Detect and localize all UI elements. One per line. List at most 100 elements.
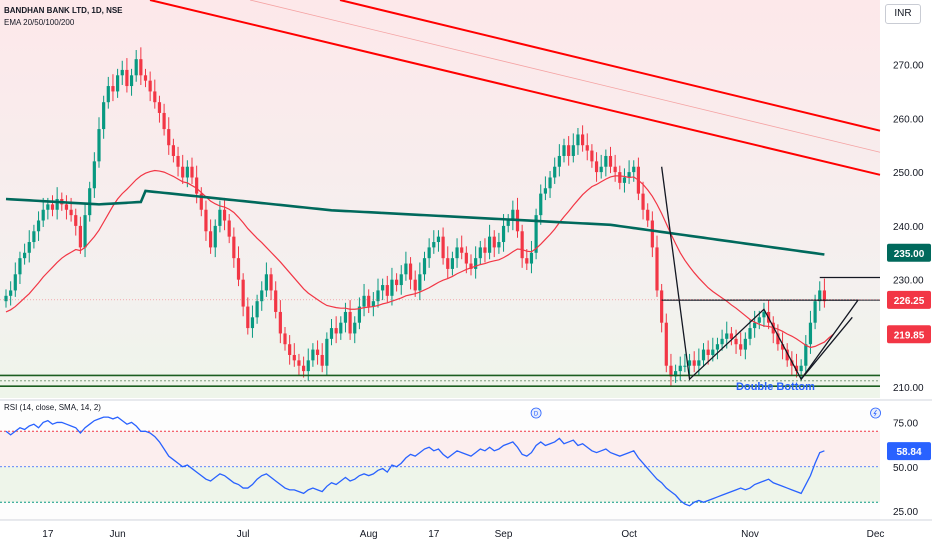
candle-body	[581, 134, 584, 145]
candle-body	[814, 301, 817, 323]
time-tick: 17	[42, 529, 54, 540]
time-tick: Sep	[495, 529, 513, 540]
candle-body	[734, 339, 737, 344]
candle-body	[725, 333, 728, 338]
time-tick: Aug	[360, 529, 378, 540]
candle-body	[116, 75, 119, 91]
candle-body	[437, 237, 440, 242]
candle-body	[163, 113, 166, 129]
candle-body	[121, 70, 124, 75]
price-tick: 260.00	[893, 114, 924, 125]
candle-body	[567, 145, 570, 156]
candle-body	[186, 167, 189, 178]
candle-body	[353, 323, 356, 334]
candle-body	[316, 350, 319, 355]
candle-body	[632, 167, 635, 172]
candle-body	[293, 355, 296, 360]
candle-body	[335, 328, 338, 333]
candle-body	[14, 274, 17, 290]
candle-body	[42, 210, 45, 221]
candle-body	[283, 333, 286, 344]
rsi-tick: 25.00	[893, 507, 918, 518]
candle-body	[237, 258, 240, 280]
candle-body	[158, 102, 161, 113]
candle-body	[693, 360, 696, 365]
candle-body	[804, 344, 807, 366]
price-tick: 270.00	[893, 61, 924, 72]
candle-body	[107, 86, 110, 102]
candle-body	[190, 167, 193, 178]
candle-body	[23, 253, 26, 258]
candle-body	[153, 91, 156, 102]
candle-body	[111, 86, 114, 91]
candle-body	[707, 350, 710, 355]
candle-body	[288, 344, 291, 355]
candle-body	[665, 323, 668, 366]
candle-body	[716, 344, 719, 349]
candle-body	[256, 301, 259, 317]
candle-body	[242, 280, 245, 307]
candle-body	[302, 366, 305, 371]
candle-body	[660, 290, 663, 322]
price-tick: 210.00	[893, 383, 924, 394]
candle-body	[697, 360, 700, 365]
candle-body	[451, 258, 454, 269]
candle-body	[600, 167, 603, 172]
candle-body	[646, 210, 649, 221]
currency-selector[interactable]: INR	[885, 4, 921, 24]
candle-body	[688, 360, 691, 365]
candle-body	[46, 204, 49, 209]
earnings-marker	[871, 408, 881, 418]
price-pane-bg	[0, 0, 880, 398]
candle-body	[576, 134, 579, 145]
candle-body	[432, 242, 435, 247]
candle-body	[74, 215, 77, 226]
candle-body	[572, 145, 575, 156]
time-tick: Dec	[867, 529, 885, 540]
candle-body	[479, 247, 482, 258]
candle-body	[614, 167, 617, 172]
rsi-value-label: 58.84	[896, 447, 921, 458]
candle-body	[214, 226, 217, 248]
rsi-tick: 75.00	[893, 418, 918, 429]
candle-body	[386, 285, 389, 296]
candle-body	[181, 167, 184, 178]
candle-body	[204, 210, 207, 232]
candle-body	[135, 59, 138, 75]
candle-body	[762, 312, 765, 317]
chart-title: BANDHAN BANK LTD, 1D, NSE	[4, 6, 123, 15]
candle-body	[93, 161, 96, 188]
candle-body	[362, 296, 365, 307]
candle-body	[102, 102, 105, 129]
candle-body	[618, 172, 621, 183]
candle-body	[265, 274, 268, 290]
candle-body	[367, 296, 370, 307]
candle-body	[149, 81, 152, 92]
candle-body	[130, 75, 133, 86]
rsi-tick: 50.00	[893, 463, 918, 474]
candle-body	[88, 188, 91, 215]
candle-body	[172, 145, 175, 156]
candle-body	[79, 226, 82, 248]
candle-body	[418, 274, 421, 290]
candle-body	[530, 253, 533, 264]
candle-body	[311, 350, 314, 361]
candle-body	[744, 339, 747, 350]
candle-body	[395, 280, 398, 285]
candle-body	[423, 258, 426, 274]
candle-body	[655, 247, 658, 290]
candle-body	[269, 274, 272, 290]
candle-body	[521, 231, 524, 258]
time-tick: Jun	[110, 529, 126, 540]
double-bottom-label: Double Bottom	[736, 381, 815, 393]
time-tick: Nov	[741, 529, 759, 540]
candle-body	[442, 237, 445, 259]
candle-body	[483, 247, 486, 252]
time-tick: Oct	[621, 529, 637, 540]
price-tick: 240.00	[893, 222, 924, 233]
candle-body	[753, 323, 756, 328]
candle-body	[558, 156, 561, 167]
candle-body	[409, 264, 412, 280]
candle-body	[488, 237, 491, 253]
